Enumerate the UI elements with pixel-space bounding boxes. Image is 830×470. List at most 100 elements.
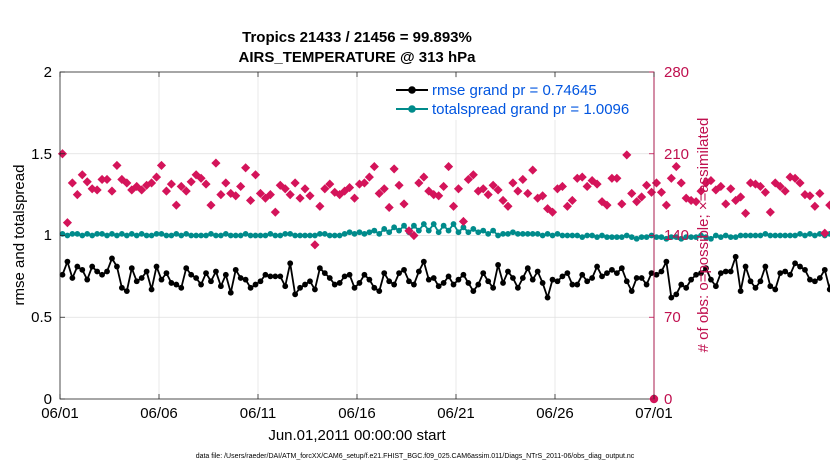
- totalspread-point: [163, 232, 170, 239]
- rmse-point: [633, 275, 640, 281]
- obs-assimilated-point: [656, 187, 666, 197]
- rmse-point: [579, 271, 586, 278]
- obs-assimilated-point: [577, 172, 587, 182]
- rmse-point: [599, 273, 605, 280]
- obs-assimilated-point: [775, 181, 785, 192]
- rmse-point: [732, 253, 739, 260]
- totalspread-point: [797, 230, 803, 237]
- totalspread-point: [118, 230, 125, 237]
- obs-assimilated-point: [92, 185, 102, 195]
- totalspread-point: [178, 232, 185, 239]
- obs-assimilated-point: [468, 170, 478, 180]
- rmse-point: [737, 288, 744, 294]
- rmse-point: [589, 275, 596, 281]
- rmse-point: [287, 260, 294, 267]
- totalspread-point: [777, 232, 784, 239]
- totalspread-point: [64, 232, 71, 239]
- rmse-point: [569, 281, 576, 288]
- totalspread-point: [792, 232, 798, 239]
- rmse-point: [430, 275, 437, 281]
- totalspread-point: [569, 232, 576, 239]
- y-right-tick-label: 70: [664, 309, 681, 326]
- totalspread-point: [59, 230, 66, 237]
- obs-assimilated-point: [409, 230, 419, 241]
- obs-assimilated-point: [716, 181, 726, 192]
- obs-assimilated-point: [538, 191, 548, 201]
- obs-assimilated-point: [637, 192, 647, 202]
- obs-assimilated-point: [122, 178, 132, 188]
- totalspread-point: [193, 232, 200, 239]
- totalspread-point: [356, 229, 363, 236]
- obs-assimilated-point: [161, 186, 171, 196]
- obs-assimilated-point: [706, 176, 716, 186]
- totalspread-point: [500, 230, 506, 237]
- totalspread-point: [539, 232, 546, 239]
- rmse-point: [495, 262, 501, 268]
- obs-assimilated-point: [315, 201, 325, 211]
- rmse-point: [376, 288, 383, 294]
- totalspread-point: [292, 232, 299, 239]
- totalspread-point: [99, 230, 105, 237]
- obs-assimilated-point: [399, 199, 409, 209]
- rmse-point: [564, 270, 571, 277]
- rmse-point: [316, 265, 323, 272]
- rmse-point: [386, 278, 393, 285]
- rmse-point: [138, 275, 145, 281]
- rmse-point: [673, 291, 680, 298]
- totalspread-point: [203, 232, 209, 239]
- rmse-point: [782, 268, 789, 275]
- totalspread-point: [316, 230, 323, 237]
- obs-assimilated-point: [622, 150, 632, 160]
- obs-assimilated-point: [741, 208, 751, 218]
- rmse-point: [114, 263, 120, 270]
- obs-assimilated-point: [820, 228, 830, 238]
- legend-spread-label: totalspread grand pr = 1.0096: [432, 101, 629, 118]
- obs-assimilated-point: [270, 207, 280, 217]
- totalspread-point: [257, 232, 264, 239]
- rmse-point: [302, 281, 308, 288]
- obs-assimilated-point: [627, 188, 637, 199]
- rmse-point: [321, 270, 328, 277]
- obs-assimilated-point: [137, 185, 147, 195]
- totalspread-point: [391, 224, 398, 231]
- y-tick-label: 1: [44, 227, 52, 244]
- rmse-point: [693, 271, 699, 278]
- totalspread-point: [336, 232, 343, 239]
- totalspread-point: [772, 232, 779, 239]
- obs-assimilated-point: [676, 178, 686, 188]
- totalspread-point: [727, 234, 734, 241]
- totalspread-point: [237, 232, 244, 239]
- obs-assimilated-point: [617, 199, 627, 209]
- totalspread-point: [287, 230, 294, 237]
- obs-assimilated-point: [176, 181, 186, 192]
- obs-assimilated-point: [444, 162, 454, 172]
- rmse-point: [59, 271, 66, 278]
- totalspread-point: [267, 230, 274, 237]
- totalspread-point: [708, 235, 714, 242]
- rmse-point: [232, 266, 239, 273]
- totalspread-point: [79, 232, 86, 239]
- rmse-point: [762, 263, 769, 270]
- totalspread-point: [683, 234, 690, 241]
- totalspread-point: [579, 234, 586, 241]
- y-tick-labels-left: 0 0.5 1 1.5 2: [31, 64, 52, 408]
- rmse-point: [401, 266, 407, 273]
- totalspread-point: [386, 229, 393, 236]
- obs-assimilated-point: [246, 195, 256, 206]
- rmse-point: [272, 273, 279, 280]
- obs-assimilated-point: [166, 179, 176, 189]
- obs-assimilated-point: [493, 185, 503, 195]
- totalspread-point: [74, 230, 81, 237]
- rmse-point: [341, 273, 348, 280]
- totalspread-point: [321, 230, 328, 237]
- totalspread-point: [762, 230, 769, 237]
- obs-assimilated-point: [651, 178, 662, 188]
- totalspread-point: [138, 230, 145, 237]
- obs-assimilated-point: [790, 173, 800, 183]
- rmse-point: [361, 271, 368, 278]
- totalspread-point: [104, 232, 110, 239]
- rmse-point: [559, 273, 566, 280]
- obs-assimilated-point: [107, 186, 117, 196]
- totalspread-point: [277, 232, 284, 239]
- rmse-point: [653, 271, 660, 278]
